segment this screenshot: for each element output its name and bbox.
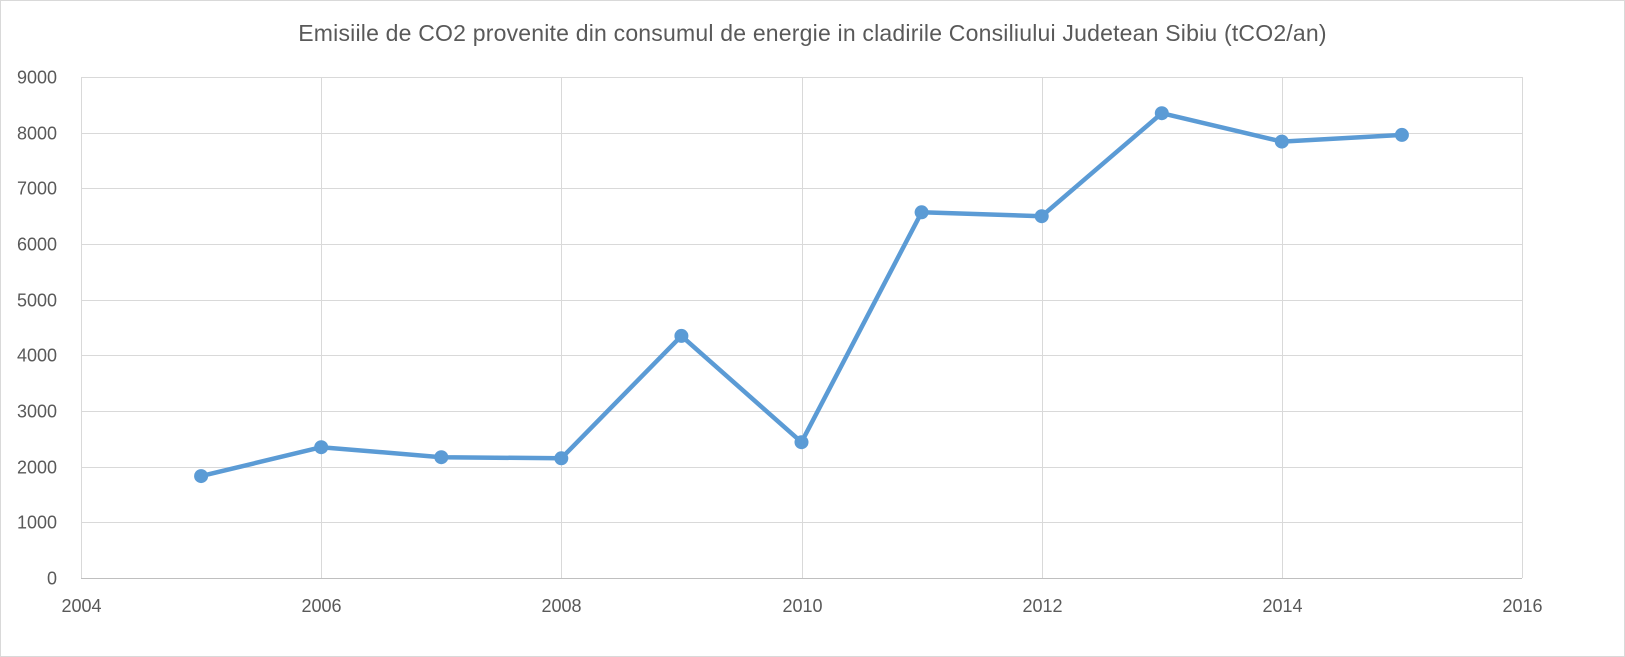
y-tick-label: 2000: [17, 458, 57, 478]
data-point: [434, 450, 449, 465]
data-point: [1154, 106, 1169, 121]
y-tick-label: 0: [47, 569, 57, 589]
x-tick-label: 2014: [1262, 596, 1302, 616]
y-tick-label: 5000: [17, 291, 57, 311]
x-tick-label: 2008: [541, 596, 581, 616]
data-point: [794, 435, 809, 450]
y-tick-label: 1000: [17, 513, 57, 533]
y-tick-label: 3000: [17, 402, 57, 422]
data-point: [1394, 127, 1409, 142]
chart-title: Emisiile de CO2 provenite din consumul d…: [298, 20, 1327, 46]
data-point: [1034, 209, 1049, 224]
data-point: [1274, 134, 1289, 149]
data-point: [674, 328, 689, 343]
series-layer: [194, 106, 1409, 484]
x-tick-label: 2010: [782, 596, 822, 616]
x-tick-label: 2016: [1502, 596, 1542, 616]
y-tick-label: 7000: [17, 179, 57, 199]
x-tick-label: 2004: [61, 596, 101, 616]
data-point: [314, 440, 329, 455]
label-layer: 0 1000 2000 3000 4000 5000 6000 7000 8000 9000 200…: [17, 68, 1543, 617]
data-point: [194, 469, 209, 484]
grid-layer: [81, 77, 1523, 578]
data-point: [554, 451, 569, 466]
data-point: [914, 205, 929, 220]
y-tick-label: 4000: [17, 346, 57, 366]
x-tick-label: 2012: [1022, 596, 1062, 616]
y-tick-label: 8000: [17, 124, 57, 144]
x-tick-label: 2006: [301, 596, 341, 616]
y-tick-label: 6000: [17, 235, 57, 255]
series-line: [198, 110, 1405, 479]
y-tick-label: 9000: [17, 68, 57, 88]
